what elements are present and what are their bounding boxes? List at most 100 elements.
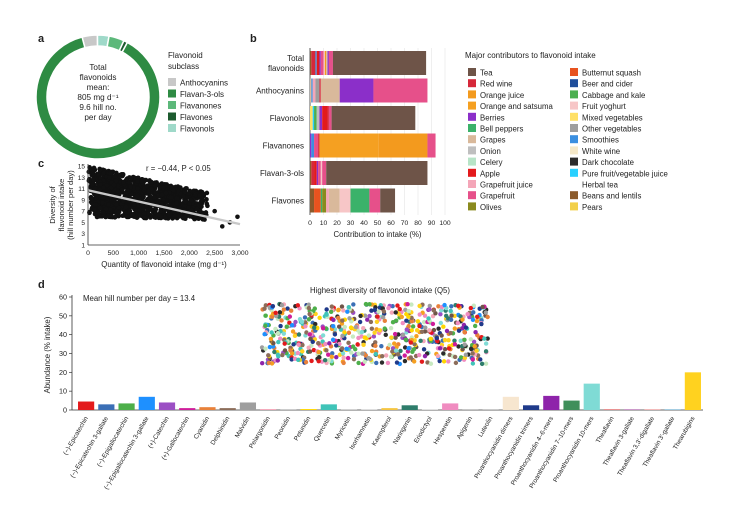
inset-dot: [448, 330, 453, 336]
inset-dot: [320, 326, 326, 331]
inset-dot: [326, 357, 332, 363]
contributor-legend-label: Beer and cider: [582, 80, 633, 89]
stacked-bar-segment-berries: [319, 51, 321, 75]
scatter-y-tick-label: 11: [78, 186, 85, 193]
inset-dot: [262, 306, 267, 311]
stacked-bar-x-tick-label: 0: [308, 220, 312, 227]
scatter-point: [139, 179, 144, 184]
scatter-point: [111, 182, 117, 188]
scatter-point: [174, 196, 180, 201]
abundance-bar-theaflavin-3-gallate: [664, 409, 681, 410]
inset-dot: [293, 319, 298, 325]
abundance-bar-category-label: Proanthocyanidin trimers: [493, 416, 534, 481]
contributor-legend-label: Other vegetables: [582, 125, 641, 134]
abundance-bar-category-label: Myricetin: [334, 415, 353, 441]
stacked-bar-segment-butternut-squash: [314, 188, 321, 213]
scatter-y-tick-label: 7: [81, 209, 85, 216]
abundance-bar-category-label: Cyanidin: [193, 415, 212, 440]
contributor-legend-swatch: [468, 191, 476, 200]
inset-dot: [284, 324, 289, 329]
inset-dot: [416, 352, 422, 358]
inset-dot: [282, 348, 288, 353]
inset-dot: [452, 354, 458, 360]
stacked-bar-segment-grapefruit: [318, 161, 321, 185]
contributor-legend-swatch: [570, 146, 578, 155]
inset-dot: [409, 328, 414, 333]
inset-dot: [483, 361, 489, 366]
donut-center-text-5: per day: [84, 113, 112, 122]
inset-dot: [409, 318, 414, 324]
inset-dot: [448, 308, 453, 314]
donut-center-text-3: 805 mg d⁻¹: [77, 93, 118, 102]
inset-dot: [444, 328, 450, 334]
subclass-legend-swatch: [168, 112, 176, 121]
scatter-point: [148, 198, 154, 204]
inset-dot: [351, 302, 356, 307]
inset-dot: [268, 336, 274, 342]
scatter-point: [171, 187, 176, 193]
donut-center-text-1: flavonoids: [80, 73, 117, 82]
inset-dot: [342, 324, 348, 330]
inset-dot: [388, 325, 394, 331]
scatter-point: [202, 217, 207, 222]
inset-dot: [439, 333, 444, 338]
stacked-bar-segment-red-wine: [311, 161, 315, 185]
bar-y-tick-label: 10: [59, 387, 67, 396]
stacked-bar-category-label: Flavanones: [263, 142, 304, 151]
stacked-bar-segment-grapefruit: [328, 106, 332, 130]
inset-dot: [262, 331, 267, 337]
stacked-bar-segment-grapefruit-juice: [326, 188, 329, 213]
contributor-legend-label: Mixed vegetables: [582, 113, 643, 122]
inset-dot: [369, 308, 374, 313]
stacked-bar-segment-berries: [339, 78, 374, 103]
abundance-bar--epicatechin-3-gallate: [98, 404, 115, 410]
scatter-point: [113, 202, 119, 208]
inset-dot: [382, 326, 387, 331]
inset-dot: [303, 324, 308, 329]
contributor-legend-label: Fruit yoghurt: [582, 102, 627, 111]
inset-dot: [415, 319, 421, 324]
inset-dot: [468, 346, 474, 351]
panel-label-d: d: [38, 279, 45, 291]
inset-dot: [362, 359, 367, 364]
contributor-legend-label: Smoothies: [582, 136, 619, 145]
contributor-legend-label: Butternut squash: [582, 69, 641, 78]
inset-dot: [279, 302, 285, 308]
stacked-bar-segment-red-wine: [319, 78, 321, 103]
scatter-point: [100, 210, 106, 215]
contributor-legend-swatch: [468, 180, 476, 188]
inset-dot: [307, 332, 312, 337]
stacked-bar-segment-tea: [331, 106, 416, 130]
stacked-bar-segment-beans-and-lentils: [310, 188, 315, 213]
abundance-bar-category-label: Peonidin: [274, 415, 293, 440]
inset-dot: [427, 303, 432, 309]
inset-dot: [485, 314, 490, 320]
scatter-point: [135, 202, 141, 208]
inset-dot: [483, 310, 489, 315]
scatter-point: [110, 196, 115, 201]
scatter-point: [100, 200, 105, 206]
scatter-point: [183, 199, 188, 205]
inset-dot: [327, 341, 332, 346]
contributor-legend-label: Apple: [480, 169, 500, 178]
inset-dot: [471, 303, 477, 308]
scatter-point: [161, 185, 166, 191]
inset-dot: [412, 341, 417, 347]
inset-dot: [267, 344, 273, 350]
contributor-legend-swatch: [468, 90, 476, 99]
abundance-bar-proanthocyanidin-trimers: [522, 405, 540, 410]
inset-dot: [470, 361, 476, 366]
scatter-point: [116, 173, 122, 179]
bar-y-tick-label: 50: [59, 311, 67, 320]
inset-dot: [446, 346, 452, 351]
contributor-legend-label: Tea: [480, 69, 493, 78]
inset-dot: [303, 359, 309, 365]
inset-dot: [306, 305, 312, 311]
inset-dot: [296, 357, 301, 363]
inset-dot: [340, 351, 346, 356]
stacked-bar-segment-orange-and-satsuma: [319, 133, 379, 158]
inset-dot: [296, 332, 302, 337]
inset-dot: [379, 344, 384, 349]
abundance-bar-naringenin: [401, 405, 418, 410]
inset-dot: [389, 310, 395, 315]
